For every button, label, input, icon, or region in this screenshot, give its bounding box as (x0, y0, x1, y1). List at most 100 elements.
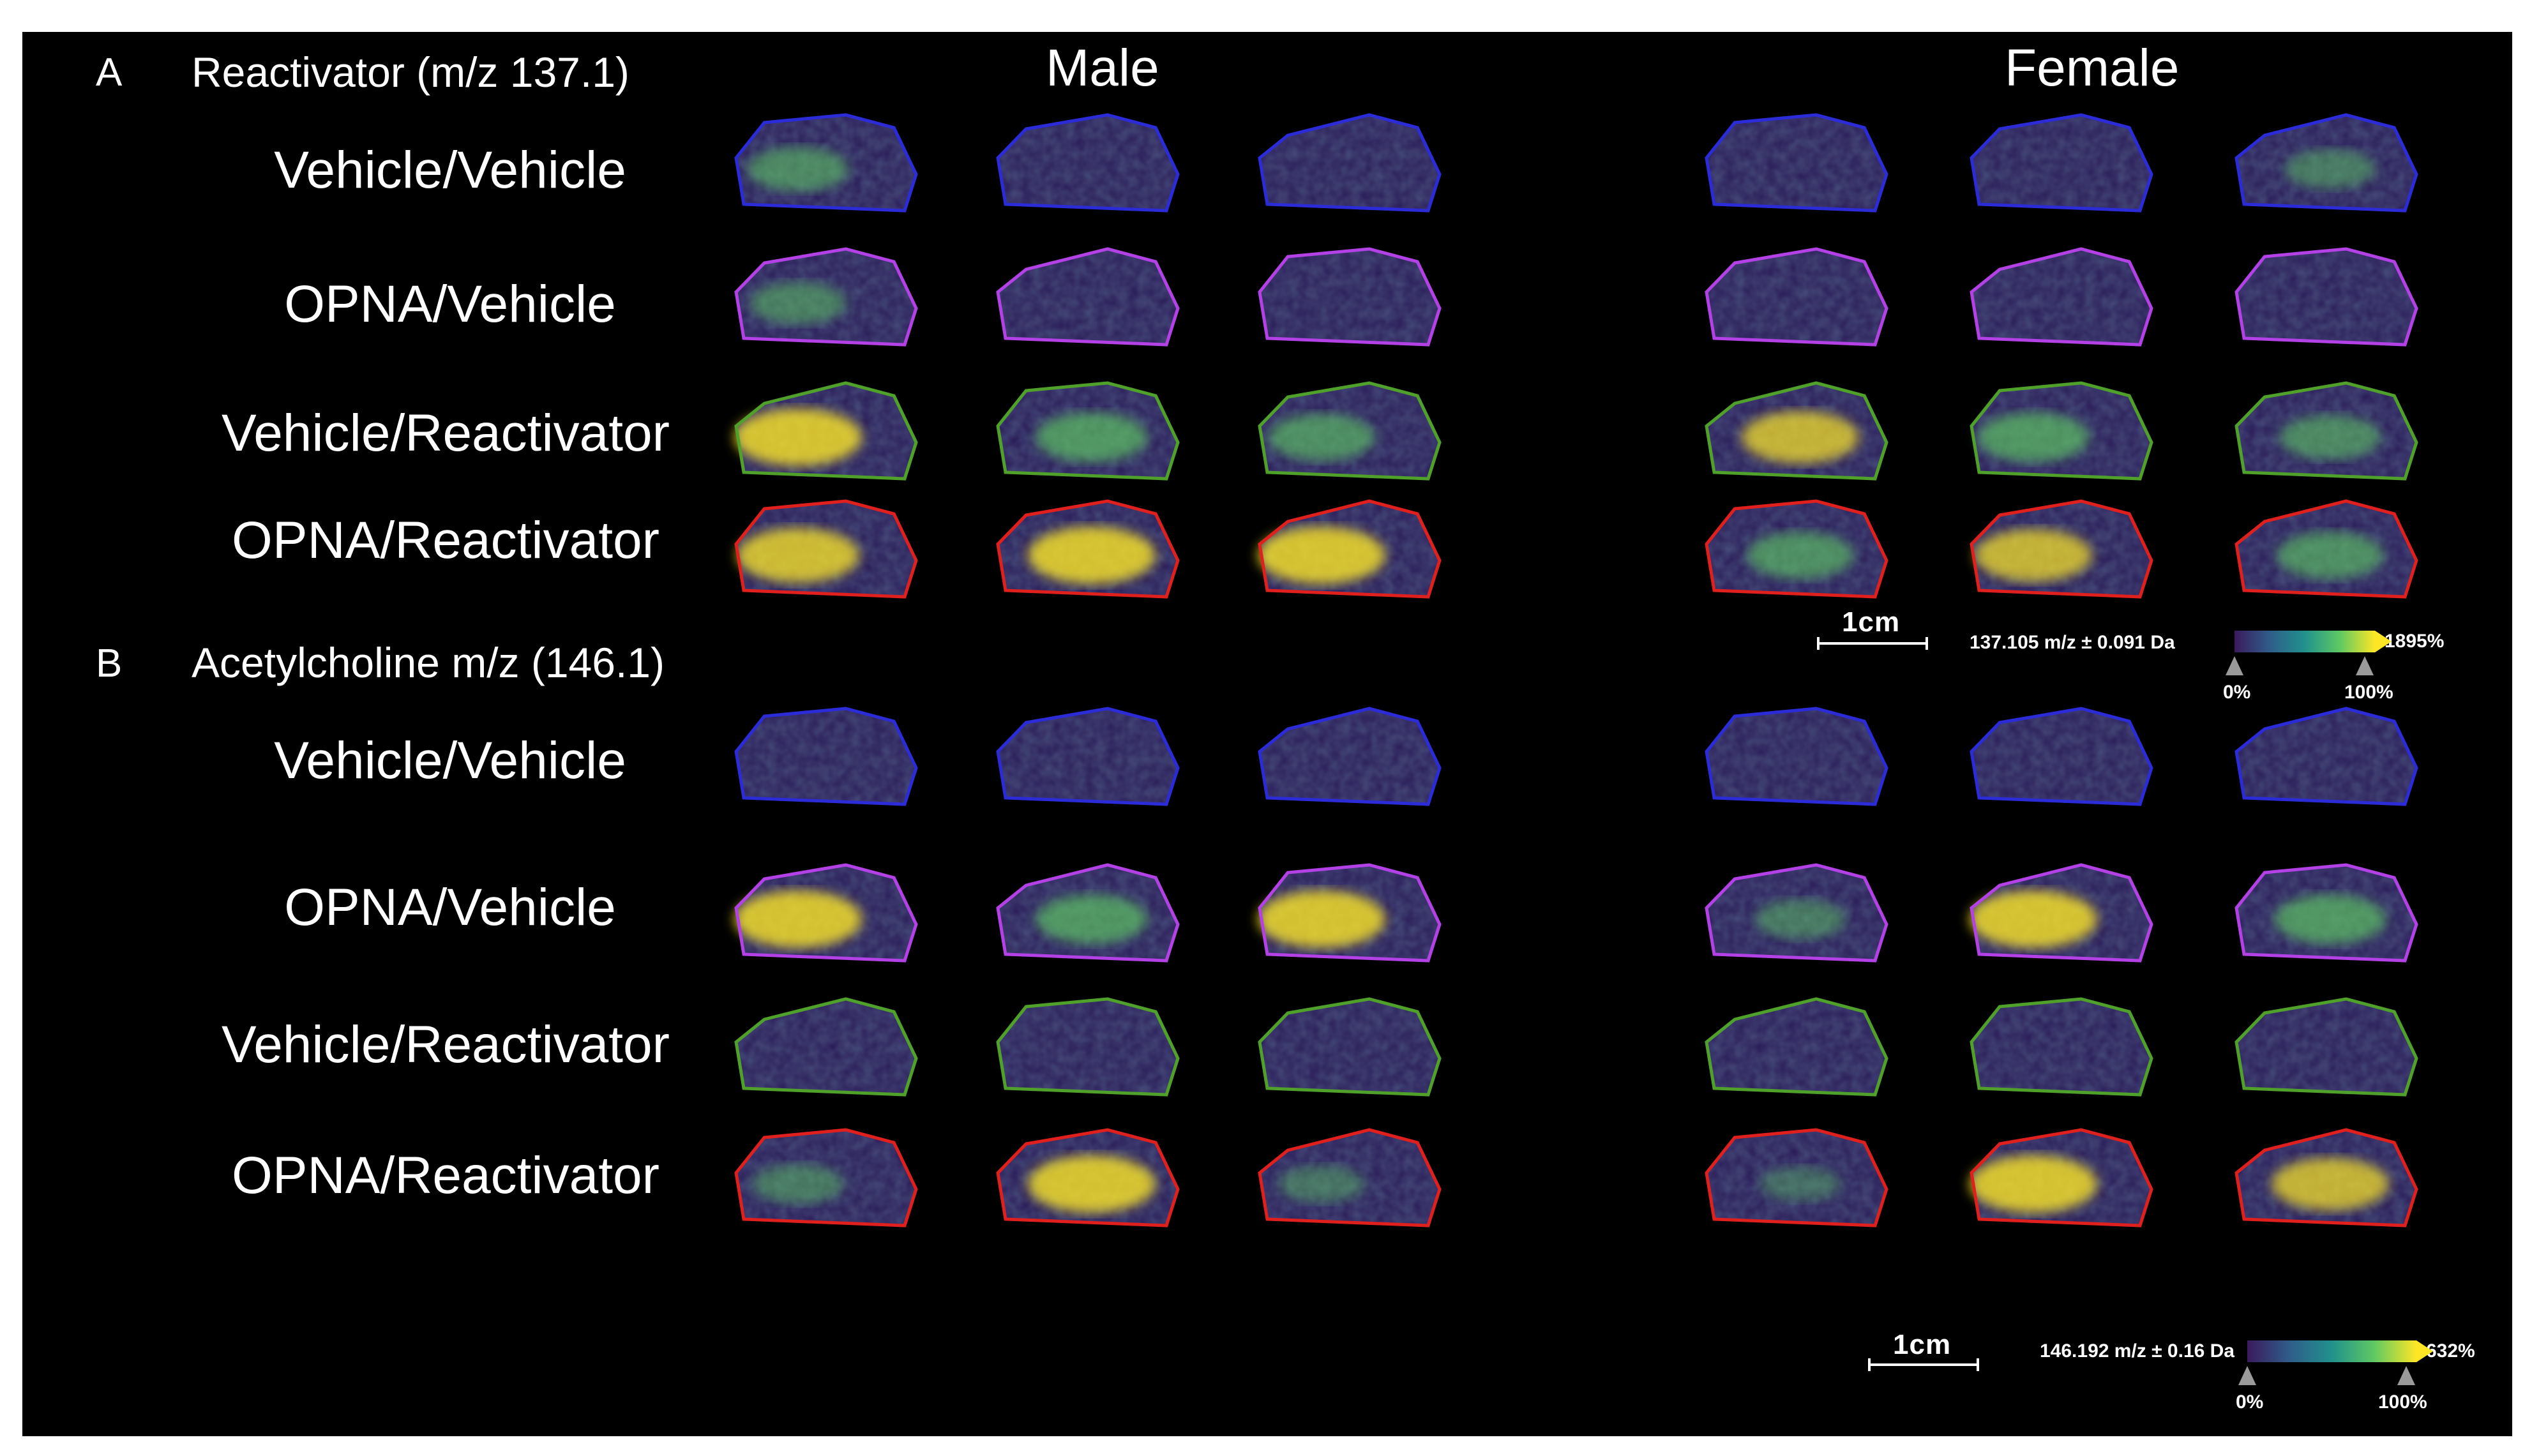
group-outline (1970, 1128, 2153, 1227)
tissue-section-a-opna-reactivator-female-1 (1705, 499, 1888, 599)
group-outline (1970, 997, 2153, 1097)
tissue-section-b-opna-vehicle-female-2 (1970, 863, 2153, 963)
tissue-texture (998, 709, 1178, 804)
scale-a-colorbar-arrow (2375, 631, 2392, 652)
signal-hotspot (1278, 1166, 1365, 1203)
signal-hotspot (1977, 412, 2090, 462)
signal-hotspot (2274, 894, 2386, 944)
tissue-texture (2236, 249, 2416, 345)
signal-hotspot (734, 409, 862, 466)
tissue-texture (736, 709, 916, 804)
panel-b-title: Acetylcholine m/z (146.1) (192, 639, 665, 686)
tissue-section-b-vehicle-reactivator-male-1 (734, 997, 918, 1097)
row-label-a-vehicle-reactivator: Vehicle/Reactivator (222, 404, 670, 462)
tissue-texture (1707, 709, 1887, 804)
signal-hotspot (1028, 1155, 1156, 1213)
group-outline (734, 113, 918, 213)
tissue-section-b-opna-reactivator-male-2 (996, 1128, 1180, 1227)
tissue-section-b-vehicle-vehicle-female-2 (1970, 707, 2153, 806)
signal-hotspot (1970, 890, 2097, 948)
signal-hotspot (1742, 411, 1859, 463)
group-outline (1705, 863, 1888, 963)
signal-hotspot (1036, 412, 1148, 462)
scale-b-min-marker: 0% (2236, 1392, 2264, 1413)
tissue-texture (1971, 115, 2151, 211)
scale-b-max-marker: 100% (2378, 1392, 2427, 1413)
group-outline (2234, 113, 2418, 213)
group-outline (1970, 381, 2153, 481)
group-outline (996, 1128, 1180, 1227)
group-outline (996, 499, 1180, 599)
signal-hotspot (2284, 149, 2376, 189)
tissue-section-a-vehicle-vehicle-male-3 (1258, 113, 1442, 213)
tissue-texture (2236, 999, 2416, 1095)
scale-b-mz-label: 146.192 m/z ± 0.16 Da (2040, 1340, 2234, 1362)
tissue-section-a-opna-vehicle-male-1 (734, 247, 918, 347)
signal-hotspot (1970, 1155, 2097, 1213)
tissue-section-b-opna-vehicle-male-1 (734, 863, 918, 963)
signal-hotspot (752, 1164, 844, 1204)
tissue-section-a-vehicle-reactivator-female-1 (1705, 381, 1888, 481)
group-outline (734, 707, 918, 806)
row-label-b-opna-reactivator: OPNA/Reactivator (232, 1146, 659, 1205)
tissue-section-b-vehicle-vehicle-female-1 (1705, 707, 1888, 806)
group-outline (1970, 863, 2153, 963)
signal-hotspot (750, 282, 847, 324)
tissue-texture (1260, 709, 1440, 804)
group-outline (2234, 381, 2418, 481)
tissue-texture (1707, 999, 1887, 1095)
group-outline (1705, 1128, 1888, 1227)
tissue-section-a-opna-reactivator-male-2 (996, 499, 1180, 599)
tissue-section-a-vehicle-reactivator-female-3 (2234, 381, 2418, 481)
tissue-section-a-vehicle-reactivator-male-2 (996, 381, 1180, 481)
tissue-texture (1971, 249, 2151, 345)
scale-a-mz-label: 137.105 m/z ± 0.091 Da (1970, 632, 2175, 653)
scale-b-max-triangle (2397, 1366, 2415, 1385)
tissue-section-a-vehicle-vehicle-male-2 (996, 113, 1180, 213)
tissue-section-a-vehicle-vehicle-female-2 (1970, 113, 2153, 213)
scale-a-min-marker: 0% (2223, 682, 2251, 703)
row-label-b-vehicle-reactivator: Vehicle/Reactivator (222, 1016, 670, 1074)
panel-a-letter: A (96, 50, 123, 94)
signal-hotspot (1028, 527, 1156, 584)
row-label-a-opna-vehicle: OPNA/Vehicle (284, 275, 616, 333)
scale-a-max-marker: 100% (2344, 682, 2393, 703)
tissue-section-b-vehicle-reactivator-male-2 (996, 997, 1180, 1097)
group-outline (2234, 247, 2418, 347)
signal-hotspot (1268, 414, 1375, 461)
signal-hotspot (734, 890, 862, 948)
tissue-section-b-opna-vehicle-male-3 (1258, 863, 1442, 963)
tissue-section-a-vehicle-vehicle-female-1 (1705, 113, 1888, 213)
tissue-section-b-opna-reactivator-female-1 (1705, 1128, 1888, 1227)
group-outline (1258, 247, 1442, 347)
panel-b-letter: B (96, 642, 123, 686)
signal-hotspot (2277, 532, 2384, 579)
panel-a-title: Reactivator (m/z 137.1) (192, 49, 629, 96)
tissue-texture (998, 999, 1178, 1095)
tissue-section-b-vehicle-reactivator-female-3 (2234, 997, 2418, 1097)
group-outline (1705, 381, 1888, 481)
group-outline (996, 113, 1180, 213)
tissue-texture (1707, 249, 1887, 345)
group-outline (734, 499, 918, 599)
group-outline (1258, 997, 1442, 1097)
group-outline (1705, 997, 1888, 1097)
signal-hotspot (1258, 527, 1385, 584)
signal-hotspot (1975, 529, 2092, 582)
tissue-section-a-opna-vehicle-female-1 (1705, 247, 1888, 347)
group-outline (1258, 863, 1442, 963)
group-outline (734, 247, 918, 347)
signal-hotspot (1760, 1167, 1841, 1201)
tissue-section-a-opna-reactivator-female-3 (2234, 499, 2418, 599)
tissue-section-b-vehicle-vehicle-male-3 (1258, 707, 1442, 806)
tissue-texture (2236, 709, 2416, 804)
tissue-section-a-vehicle-reactivator-male-1 (734, 381, 918, 481)
row-label-b-opna-vehicle: OPNA/Vehicle (284, 878, 616, 936)
tissue-texture (1260, 115, 1440, 211)
scale-a-colorbar (2234, 631, 2375, 652)
row-label-a-opna-reactivator: OPNA/Reactivator (232, 511, 659, 569)
tissue-section-a-opna-vehicle-female-2 (1970, 247, 2153, 347)
scale-a-min-triangle (2226, 656, 2243, 675)
tissue-section-b-vehicle-vehicle-male-2 (996, 707, 1180, 806)
